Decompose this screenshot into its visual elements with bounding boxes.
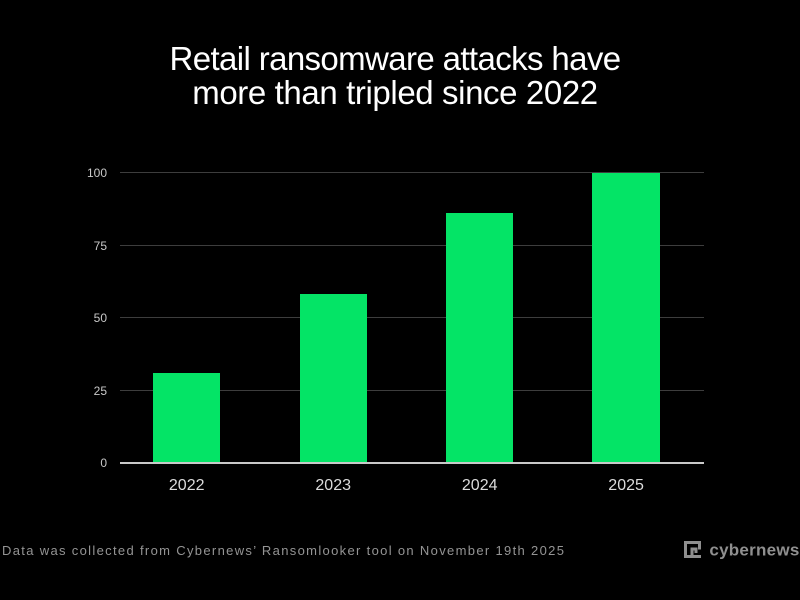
svg-text:cybernews: cybernews: [709, 541, 799, 560]
